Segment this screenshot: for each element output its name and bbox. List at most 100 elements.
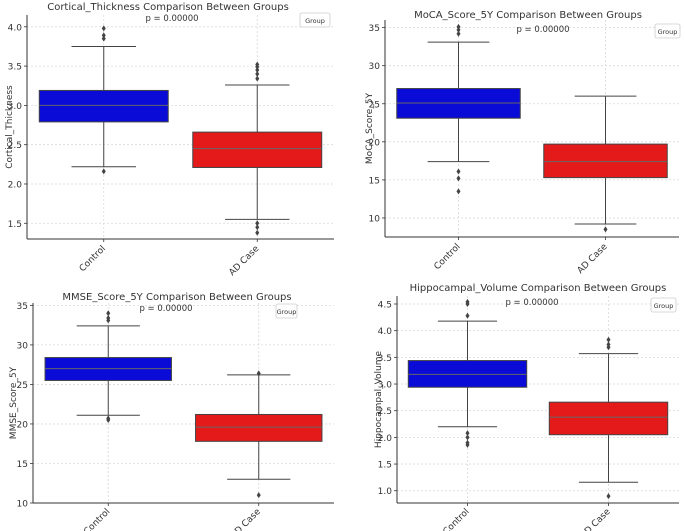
box-control [407, 298, 528, 448]
y-tick-label: 2.5 [378, 407, 392, 417]
chart-title: MoCA_Score_5Y Comparison Between Groups [414, 10, 642, 21]
outlier-point [255, 70, 260, 77]
outlier-point [106, 315, 111, 322]
x-tick-label: AD Case [227, 244, 261, 278]
chart-panel-2: 10 15 20 25 30 35 Control AD Case MoCA_Score_5Y … [365, 10, 681, 276]
y-tick-label: 20 [369, 138, 381, 148]
legend-title: Group [654, 302, 674, 310]
x-tick-label: AD Case [229, 507, 263, 531]
outlier-point [606, 336, 611, 343]
p-value-annotation: p = 0.00000 [139, 304, 192, 314]
box-iqr [195, 413, 323, 442]
legend-frame [299, 12, 331, 28]
legend-frame [654, 23, 681, 39]
box-control [44, 310, 172, 423]
box-control [38, 25, 169, 175]
box-ad-case [192, 61, 323, 236]
outlier-point [101, 25, 106, 32]
y-tick-label: 3.5 [8, 63, 22, 73]
box-control [396, 23, 521, 195]
outlier-point [606, 341, 611, 348]
outlier-point [101, 35, 106, 42]
y-tick-label: 10 [369, 214, 381, 224]
y-tick-label: 15 [369, 176, 380, 186]
y-tick-label: 3.5 [378, 354, 392, 364]
y-tick-label: 1.0 [378, 487, 393, 497]
outlier-point [603, 226, 608, 233]
outlier-point [255, 224, 260, 231]
y-tick-label: 25 [369, 100, 380, 110]
outlier-point [456, 175, 461, 182]
legend-title: Group [277, 308, 297, 316]
x-tick-label: Control [82, 507, 112, 531]
box-iqr [407, 360, 528, 388]
x-tick-label: Control [433, 242, 463, 272]
outlier-point [606, 493, 611, 500]
outlier-point [465, 441, 470, 448]
outlier-point [255, 75, 260, 82]
y-tick-label: 2.0 [378, 434, 393, 444]
y-tick-label: 15 [17, 460, 28, 470]
p-value-annotation: p = 0.00000 [145, 14, 198, 24]
y-tick-label: 25 [17, 381, 28, 391]
y-axis-label: MoCA_Score_5Y [365, 92, 375, 164]
box-ad-case [195, 370, 323, 499]
chart-title: MMSE_Score_5Y Comparison Between Groups [62, 292, 291, 303]
y-tick-label: 35 [17, 302, 28, 312]
legend-title: Group [658, 28, 678, 36]
y-axis-label: MMSE_Score_5Y [9, 366, 19, 439]
y-tick-label: 20 [17, 420, 29, 430]
outlier-point [106, 310, 111, 317]
outlier-point [465, 430, 470, 437]
outlier-point [465, 312, 470, 319]
legend-frame [650, 297, 677, 313]
p-value-annotation: p = 0.00000 [505, 298, 558, 308]
chart-panel-4: 1.0 1.5 2.0 2.5 3.0 3.5 4.0 4.5 Control AD Case Hi… [374, 283, 679, 531]
box-iqr [548, 401, 669, 436]
y-tick-label: 10 [17, 500, 29, 510]
box-ad-case [543, 95, 668, 233]
chart-panel-1: 1.5 2.0 2.5 3.0 3.5 4.0 Control AD Case Cortical… [5, 2, 334, 278]
y-tick-label: 3.0 [8, 102, 23, 112]
y-tick-label: 30 [369, 62, 381, 72]
box-iqr [38, 89, 169, 123]
legend: Group [299, 12, 331, 28]
x-tick-label: AD Case [579, 507, 613, 531]
y-tick-label: 1.5 [378, 461, 392, 471]
legend-title: Group [305, 17, 325, 25]
outlier-point [255, 67, 260, 74]
box-ad-case [548, 336, 669, 500]
y-tick-label: 2.5 [8, 141, 22, 151]
outlier-point [256, 492, 261, 499]
y-tick-label: 2.0 [8, 180, 23, 190]
chart-title: Hippocampal_Volume Comparison Between Gr… [410, 283, 667, 294]
outlier-point [465, 434, 470, 441]
y-tick-label: 4.0 [378, 327, 393, 337]
p-value-annotation: p = 0.00000 [516, 25, 569, 35]
y-axis-label: Hippocampal_Volume [374, 350, 384, 448]
outlier-point [255, 229, 260, 236]
outlier-point [456, 23, 461, 30]
outlier-point [101, 32, 106, 39]
y-tick-label: 35 [369, 24, 380, 34]
outlier-point [256, 370, 261, 377]
y-tick-label: 4.0 [8, 23, 23, 33]
legend: Group [275, 303, 298, 319]
box-iqr [543, 143, 668, 179]
y-tick-label: 30 [17, 341, 29, 351]
y-tick-label: 4.5 [378, 301, 392, 311]
outlier-point [106, 416, 111, 423]
x-tick-label: Control [78, 244, 108, 274]
x-tick-label: Control [442, 507, 472, 531]
y-axis-label: Cortical_Thickness [5, 85, 15, 169]
box-iqr [192, 131, 323, 168]
legend-frame [275, 303, 298, 319]
chart-title: Cortical_Thickness Comparison Between Gr… [47, 2, 289, 13]
outlier-point [101, 168, 106, 175]
y-tick-label: 1.5 [8, 220, 22, 230]
chart-panel-3: 10 15 20 25 30 35 Control AD Case MMSE_Score_5Y … [9, 292, 334, 531]
x-tick-label: AD Case [576, 242, 610, 276]
outlier-point [456, 168, 461, 175]
y-tick-label: 3.0 [378, 381, 393, 391]
outlier-point [456, 26, 461, 33]
